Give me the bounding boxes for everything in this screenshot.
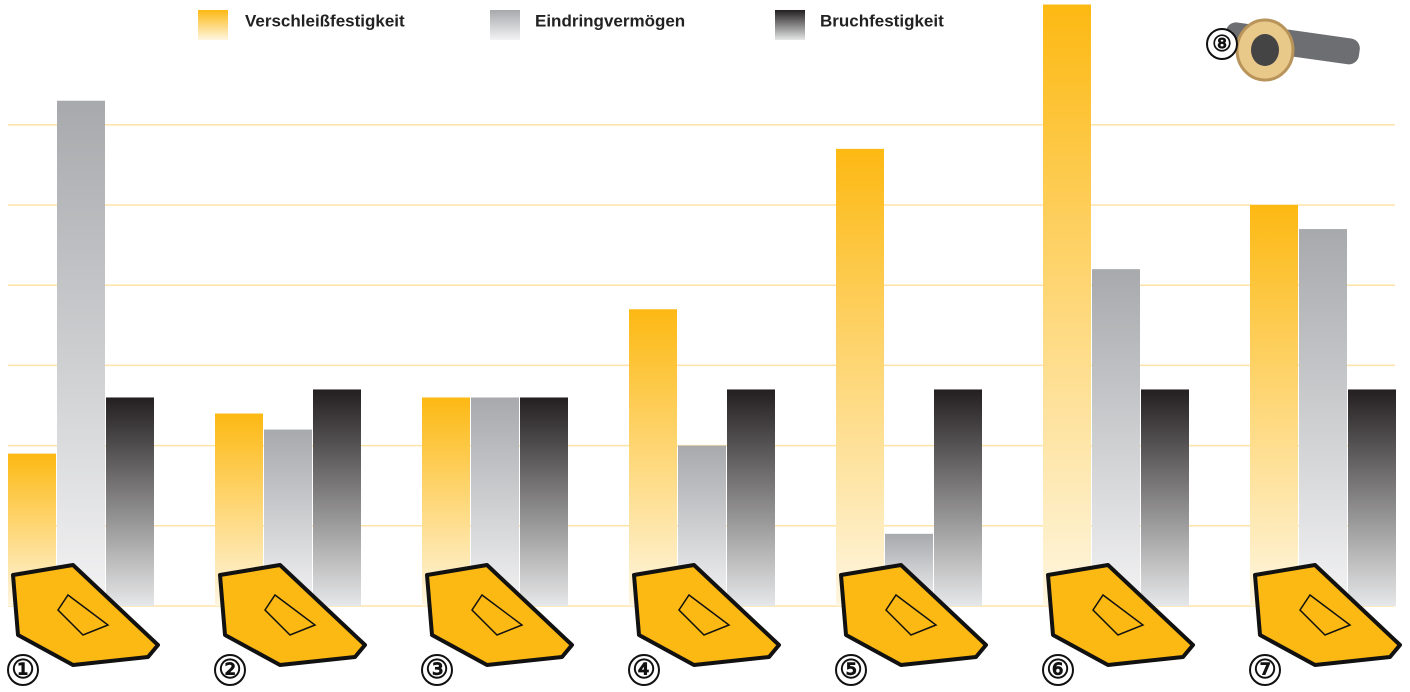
bar	[106, 397, 154, 606]
label-circle	[1042, 654, 1074, 686]
legend-label: Eindringvermögen	[535, 11, 685, 30]
bar	[1141, 389, 1189, 606]
category-label: ①	[11, 654, 34, 684]
tooth-icon	[425, 563, 574, 667]
bar	[1092, 269, 1140, 606]
bar	[313, 389, 361, 606]
category-label: ⑦	[1253, 654, 1276, 684]
label-circle	[835, 654, 867, 686]
tooth-icon	[1046, 563, 1195, 667]
category-label: ⑥	[1046, 654, 1069, 684]
tooth-detail	[885, 593, 938, 636]
category-label: ⑤	[839, 654, 862, 684]
legend-swatch	[490, 10, 520, 40]
label-circle	[7, 654, 39, 686]
label-circle	[214, 654, 246, 686]
tooth-detail	[1299, 593, 1352, 636]
bar	[727, 389, 775, 606]
bar	[1348, 389, 1396, 606]
bar	[57, 100, 105, 607]
tooth-detail	[1092, 593, 1145, 636]
legend-label: Bruchfestigkeit	[820, 11, 944, 30]
category-label: ④	[632, 654, 655, 684]
tooth-detail	[57, 593, 110, 636]
bar	[520, 397, 568, 606]
bar	[1250, 205, 1298, 606]
legend-label: Verschleißfestigkeit	[245, 11, 405, 30]
legend-swatch	[198, 10, 228, 40]
bar	[934, 389, 982, 606]
tooth-icon	[11, 563, 160, 667]
tooth-icon	[1253, 563, 1402, 667]
label-circle	[628, 654, 660, 686]
category-label: ③	[425, 654, 448, 684]
pin-icon	[1206, 18, 1360, 82]
label-circle	[421, 654, 453, 686]
tooth-detail	[678, 593, 731, 636]
category-label: ②	[218, 654, 241, 684]
legend-swatch	[775, 10, 805, 40]
tooth-detail	[264, 593, 317, 636]
bar	[836, 148, 884, 607]
label-circle	[1249, 654, 1281, 686]
tooth-icon	[632, 563, 781, 667]
bar	[1043, 4, 1091, 606]
bar	[1299, 229, 1347, 606]
tooth-detail	[471, 593, 524, 636]
tooth-icon	[839, 563, 988, 667]
annotation: ⑧	[1212, 31, 1232, 56]
tooth-icon	[218, 563, 367, 667]
bar	[629, 309, 677, 606]
